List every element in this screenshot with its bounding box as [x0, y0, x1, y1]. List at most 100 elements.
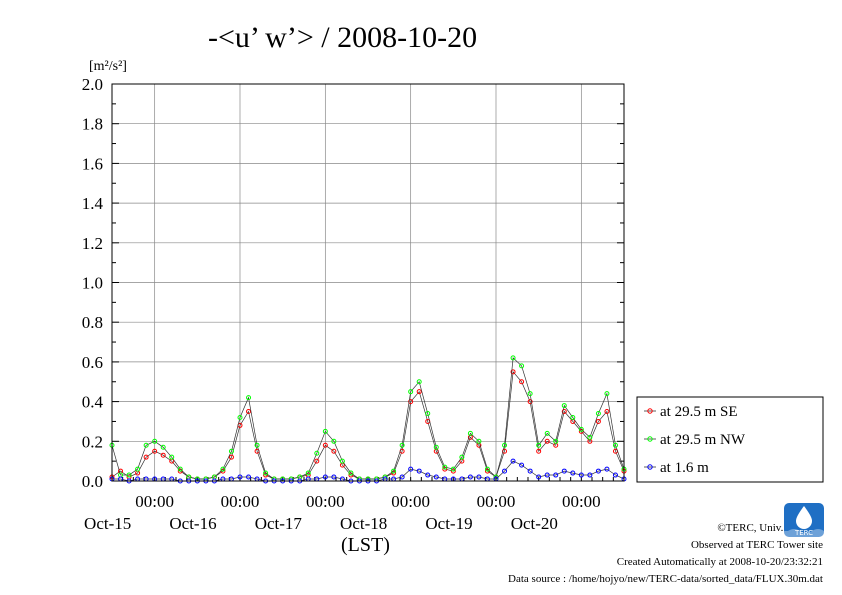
- data-point: [263, 470, 269, 476]
- data-point: [237, 474, 243, 480]
- data-point: [604, 409, 610, 415]
- legend-label: at 29.5 m NW: [660, 432, 746, 448]
- credit-source: Data source : /home/hojyo/new/TERC-data/…: [508, 573, 823, 585]
- data-point: [536, 442, 542, 448]
- data-point: [135, 466, 141, 472]
- data-point: [322, 428, 328, 434]
- data-point: [484, 466, 490, 472]
- data-point: [502, 468, 508, 474]
- data-point: [467, 474, 473, 480]
- credit-created: Created Automatically at 2008-10-20/23:3…: [617, 556, 823, 568]
- data-point: [246, 395, 252, 401]
- water-drop-icon: [796, 506, 812, 529]
- series-line: [111, 357, 625, 480]
- data-point: [502, 448, 508, 454]
- data-point: [228, 448, 234, 454]
- data-point: [126, 472, 132, 478]
- data-point: [450, 466, 456, 472]
- grid: [111, 83, 625, 482]
- x-day-label: Oct-17: [255, 514, 303, 533]
- data-point: [476, 438, 482, 444]
- data-point: [519, 462, 525, 468]
- series-layer: [109, 355, 627, 484]
- y-tick-label: 0.6: [82, 353, 103, 372]
- data-point: [459, 454, 465, 460]
- data-point: [612, 442, 618, 448]
- data-point: [433, 474, 439, 480]
- data-point: [553, 438, 559, 444]
- data-point: [408, 389, 414, 395]
- data-point: [527, 391, 533, 397]
- data-point: [177, 466, 183, 472]
- data-point: [399, 442, 405, 448]
- series-line: [111, 370, 625, 480]
- x-day-label: Oct-18: [340, 514, 387, 533]
- data-point: [570, 414, 576, 420]
- plot-frame: [111, 83, 625, 482]
- data-point: [519, 379, 525, 385]
- x-day-label: Oct-19: [425, 514, 472, 533]
- series-2: [109, 458, 627, 484]
- data-point: [578, 426, 584, 432]
- data-point: [339, 458, 345, 464]
- data-point: [561, 403, 567, 409]
- data-point: [467, 430, 473, 436]
- data-point: [561, 409, 567, 415]
- data-point: [544, 472, 550, 478]
- x-time-label: 00:00: [135, 492, 174, 511]
- data-point: [246, 474, 252, 480]
- series-0: [109, 369, 627, 482]
- y-tick-label: 0.4: [82, 393, 104, 412]
- y-tick-label: 0.2: [82, 432, 103, 451]
- credit-observed: Observed at TERC Tower site: [691, 539, 823, 551]
- terc-logo: TERC: [784, 503, 824, 537]
- data-point: [220, 466, 226, 472]
- data-point: [152, 438, 158, 444]
- legend-box: [636, 396, 824, 483]
- legend-label: at 1.6 m: [660, 460, 709, 476]
- data-point: [561, 468, 567, 474]
- data-point: [595, 418, 601, 424]
- data-point: [578, 472, 584, 478]
- y-tick-label: 0.0: [82, 472, 103, 491]
- data-point: [169, 454, 175, 460]
- data-point: [587, 434, 593, 440]
- data-point: [416, 468, 422, 474]
- data-point: [595, 468, 601, 474]
- data-point: [536, 474, 542, 480]
- data-point: [544, 438, 550, 444]
- data-point: [510, 458, 516, 464]
- data-point: [527, 399, 533, 405]
- data-point: [536, 448, 542, 454]
- x-day-label: Oct-15: [84, 514, 131, 533]
- data-point: [160, 452, 166, 458]
- chart-title: -<u’ w’> / 2008-10-20: [208, 21, 477, 54]
- data-point: [416, 379, 422, 385]
- data-point: [510, 355, 516, 361]
- x-time-label: 00:00: [562, 492, 601, 511]
- data-point: [314, 450, 320, 456]
- data-point: [160, 444, 166, 450]
- y-tick-label: 1.0: [82, 274, 103, 293]
- y-tick-label: 0.8: [82, 313, 103, 332]
- data-point: [143, 454, 149, 460]
- data-point: [246, 409, 252, 415]
- data-point: [228, 454, 234, 460]
- x-day-label: Oct-16: [169, 514, 216, 533]
- data-point: [604, 466, 610, 472]
- data-point: [143, 442, 149, 448]
- data-point: [331, 474, 337, 480]
- data-point: [587, 472, 593, 478]
- legend-marker: [647, 408, 653, 414]
- logo-text: TERC: [794, 529, 813, 537]
- x-day-label: Oct-20: [511, 514, 558, 533]
- y-tick-label: 1.6: [82, 154, 103, 173]
- data-point: [254, 442, 260, 448]
- data-point: [322, 474, 328, 480]
- data-point: [519, 363, 525, 369]
- y-tick-label: 1.8: [82, 115, 103, 134]
- legend: at 29.5 m SE at 29.5 m NW at 1.6 m: [636, 396, 824, 483]
- data-point: [416, 389, 422, 395]
- data-point: [544, 430, 550, 436]
